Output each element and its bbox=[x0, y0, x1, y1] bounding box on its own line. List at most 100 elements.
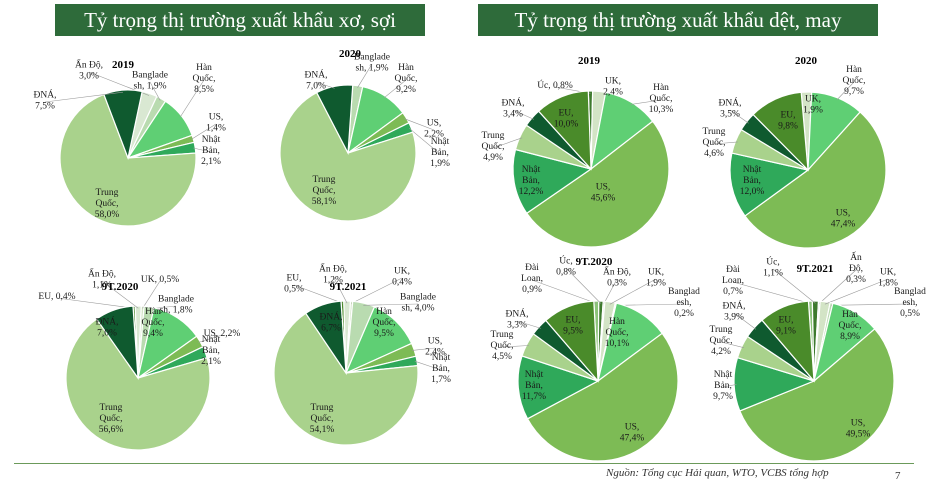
pie-chart-1: 2019 Ấn Độ, 3,0% Banglade sh, 1,9% Hàn Quốc, 8,… bbox=[34, 58, 226, 227]
leader-line-han-quoc bbox=[179, 79, 205, 118]
leader-line-uk bbox=[609, 278, 657, 305]
slice-label-uc: Úc, 0,8% bbox=[556, 255, 576, 278]
pie-chart-7: 9T.2020 Đài Loan, 0,9% Úc, 0,8% Ấn Độ, 0,3% UK, 1… bbox=[491, 255, 700, 462]
leader-line-us bbox=[412, 347, 436, 351]
slice-label-nhat-ban: Nhật Bản, 12,0% bbox=[740, 165, 765, 197]
slice-label-dna: ĐNÁ, 6,7% bbox=[320, 311, 343, 334]
slice-label-eu: EU, 10,0% bbox=[554, 109, 579, 130]
slice-label-trung-quoc: Trung Quốc, 54,1% bbox=[310, 403, 335, 435]
slice-label-dai-loan: Đài Loan, 0,7% bbox=[722, 265, 744, 297]
leader-line-eu bbox=[293, 284, 343, 304]
leader-line-dna bbox=[729, 109, 749, 124]
slice-label-an-do: Ấn Độ, 0,3% bbox=[603, 265, 631, 289]
leader-line-an-do bbox=[603, 278, 618, 304]
slice-label-han-quoc: Hàn Quốc, 8,5% bbox=[193, 63, 216, 95]
pie-slice-us bbox=[739, 328, 895, 462]
leader-line-uc bbox=[772, 268, 816, 304]
slice-label-uk: UK, 1,8% bbox=[878, 268, 898, 289]
slice-label-us: US, 47,4% bbox=[831, 209, 856, 230]
leader-line-han-quoc bbox=[630, 99, 662, 105]
pie-slice-trung-quoc bbox=[59, 93, 197, 227]
slice-label-nhat-ban: Nhật Bản, 2,1% bbox=[201, 135, 221, 167]
leader-line-bangladesh bbox=[830, 303, 911, 306]
leader-line-bangladesh bbox=[615, 303, 685, 306]
leader-line-an-do bbox=[101, 280, 139, 309]
slice-label-nhat-ban: Nhật Bản, 2,1% bbox=[201, 335, 221, 367]
leader-line-nhat-ban bbox=[408, 127, 441, 155]
leader-line-dai-loan bbox=[531, 279, 597, 304]
leader-line-us bbox=[198, 334, 223, 343]
left-section-title: Tỷ trọng thị trường xuất khẩu xơ, sợi bbox=[55, 4, 425, 36]
slice-label-nhat-ban: Nhật Bản, 12,2% bbox=[519, 165, 544, 197]
slice-label-nhat-ban: Nhật Bản, 1,9% bbox=[430, 137, 450, 169]
pie-slice-eu bbox=[544, 300, 599, 383]
pie-title: 2020 bbox=[339, 48, 362, 60]
slice-label-dna: ĐNÁ, 7,0% bbox=[305, 69, 328, 92]
pie-title: 9T.2021 bbox=[797, 263, 834, 275]
slice-label-eu: EU, 0,5% bbox=[284, 274, 304, 295]
slice-label-dna: ĐNÁ, 7,5% bbox=[34, 89, 57, 112]
leader-line-dna bbox=[516, 320, 542, 329]
slice-label-dna: ĐNÁ, 3,9% bbox=[723, 300, 746, 323]
slice-label-trung-quoc: Trung Quốc, 58,0% bbox=[95, 188, 120, 220]
leader-line-dna bbox=[733, 312, 757, 330]
source-note: Nguồn: Tổng cục Hải quan, WTO, VCBS tổng… bbox=[606, 467, 829, 479]
slice-label-dna: ĐNÁ, 3,3% bbox=[506, 308, 529, 331]
slice-label-trung-quoc: Trung Quốc, 4,6% bbox=[703, 127, 726, 159]
slice-label-us: US, 45,6% bbox=[591, 183, 616, 204]
slice-label-trung-quoc: Trung Quốc, 4,2% bbox=[710, 325, 733, 357]
pie-slice-us bbox=[526, 332, 679, 462]
leader-line-trung-quoc bbox=[720, 341, 744, 348]
pie-slice-trung-quoc bbox=[279, 91, 417, 222]
slice-label-uc: Úc, 0,8% bbox=[537, 79, 573, 91]
pie-chart-3: 9T.2020 EU, 0,4% Ấn Độ, 1,1% UK, 0,5% Banglad… bbox=[38, 267, 241, 451]
slice-label-nhat-ban: Nhật Bản, 1,7% bbox=[431, 353, 451, 385]
slice-label-uk: UK, 0,4% bbox=[392, 267, 412, 288]
leader-line-uk bbox=[351, 277, 403, 304]
leader-line-nhat-ban bbox=[193, 147, 212, 153]
pie-slice-eu bbox=[761, 300, 815, 383]
pie-title: 2019 bbox=[112, 59, 135, 71]
slice-label-han-quoc: Hàn Quốc, 10,1% bbox=[605, 317, 630, 349]
leader-line-us bbox=[404, 118, 435, 131]
leader-line-trung-quoc bbox=[501, 345, 530, 348]
pie-chart-5: 2019 Úc, 0,8% UK, 2,4% Hàn Quốc, 10,3% US, 45,6%… bbox=[482, 55, 674, 248]
slice-label-dai-loan: Đài Loan, 0,9% bbox=[521, 263, 543, 295]
pie-title: 9T.2020 bbox=[102, 281, 139, 293]
slice-label-dna: ĐNÁ, 7,0% bbox=[96, 316, 119, 339]
slice-label-han-quoc: Hàn Quốc, 9,5% bbox=[373, 307, 396, 339]
slice-label-trung-quoc: Trung Quốc, 58,1% bbox=[312, 175, 337, 207]
leader-line-bangladesh bbox=[363, 303, 419, 306]
pie-slice-eu bbox=[752, 91, 809, 172]
leader-line-an-do bbox=[332, 275, 348, 304]
leader-line-dna bbox=[315, 81, 335, 89]
slice-label-trung-quoc: Trung Quốc, 4,9% bbox=[482, 131, 505, 163]
slice-label-us: US, 2,2% bbox=[204, 329, 241, 339]
page-number: 7 bbox=[895, 470, 901, 482]
pie-chart-6: 2020 UK, 1,9% Hàn Quốc, 9,7% US, 47,4% Nhật Bản, 1… bbox=[703, 55, 887, 249]
slice-label-bangladesh: Banglade sh, 1,9% bbox=[132, 71, 168, 92]
slice-label-nhat-ban: Nhật Bản, 9,7% bbox=[713, 370, 733, 402]
slice-label-us: US, 1,4% bbox=[206, 113, 226, 134]
pie-slice-dna bbox=[95, 305, 139, 381]
slice-label-bangladesh: Banglade sh, 1,9% bbox=[354, 53, 390, 74]
slice-label-nhat-ban: Nhật Bản, 11,7% bbox=[522, 370, 546, 402]
slice-label-uk: UK, 1,9% bbox=[646, 268, 666, 289]
slice-label-bangladesh: Banglad esh, 0,5% bbox=[894, 287, 926, 319]
slice-label-han-quoc: Hàn Quốc, 10,3% bbox=[649, 83, 674, 115]
slice-label-uk: UK, 0,5% bbox=[141, 275, 179, 285]
slice-label-han-quoc: Hàn Quốc, 8,9% bbox=[839, 310, 862, 342]
pie-chart-8: 9T.2021 Đài Loan, 0,7% Úc, 1,1% Ấn Độ, 0,3% UK, 1,… bbox=[710, 250, 926, 462]
slice-label-an-do: Ấn Độ, 0,3% bbox=[846, 250, 866, 285]
leader-line-nhat-ban bbox=[722, 384, 737, 388]
slice-label-han-quoc: Hàn Quốc, 9,4% bbox=[142, 307, 165, 339]
slice-label-dna: ĐNÁ, 3,4% bbox=[502, 97, 525, 120]
leader-line-an-do bbox=[818, 269, 857, 304]
slice-label-us: US, 2,2% bbox=[424, 119, 444, 140]
pie-title: 9T.2020 bbox=[576, 256, 613, 268]
leader-line-uk bbox=[824, 278, 889, 305]
pie-slice-trung-quoc bbox=[65, 318, 211, 451]
leader-line-han-quoc bbox=[836, 81, 855, 101]
leader-line-trung-quoc bbox=[713, 141, 738, 145]
